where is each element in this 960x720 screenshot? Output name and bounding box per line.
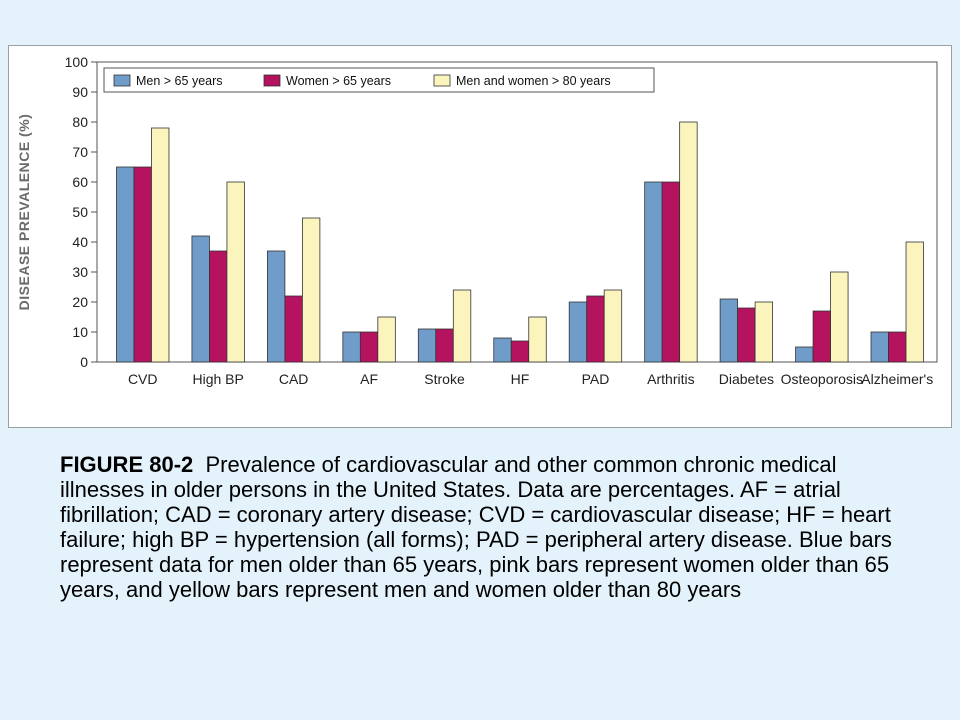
bar (359, 331, 379, 363)
bar (133, 166, 152, 363)
y-axis-label: DISEASE PREVALENCE (%) (16, 114, 32, 311)
legend-swatch (113, 74, 131, 87)
caption-text: Prevalence of cardiovascular and other c… (60, 452, 892, 602)
y-tick-label: 30 (72, 264, 88, 280)
figure-caption: FIGURE 80-2 Prevalence of cardiovascular… (60, 452, 920, 602)
bar (661, 181, 681, 363)
x-tick-label: AF (360, 371, 378, 387)
bar (737, 307, 756, 363)
bar (191, 235, 210, 363)
legend-label: Men and women > 80 years (456, 74, 611, 88)
x-tick-label: Osteoporosis (781, 371, 863, 387)
bar (209, 250, 228, 363)
y-tick-label: 0 (80, 354, 88, 370)
legend: Men > 65 years Women > 65 years Men and wo… (103, 67, 655, 93)
y-tick-label: 90 (72, 84, 88, 100)
bar (679, 121, 698, 363)
x-tick-label: HF (511, 371, 530, 387)
figure-label: FIGURE 80-2 (60, 452, 194, 477)
bar (905, 241, 924, 363)
legend-swatch (433, 74, 451, 87)
bar (870, 331, 889, 363)
y-tick-label: 20 (72, 294, 88, 310)
bar (266, 250, 286, 363)
bar (151, 127, 170, 363)
bar (719, 298, 739, 363)
bar (435, 328, 454, 363)
bar (586, 295, 605, 363)
x-tick-label: High BP (193, 371, 244, 387)
y-tick-label: 80 (72, 114, 88, 130)
y-tick-label: 40 (72, 234, 88, 250)
bar (417, 328, 437, 363)
bar (301, 217, 321, 363)
bar (568, 301, 588, 363)
bar (754, 301, 774, 363)
x-tick-label: Arthritis (647, 371, 694, 387)
bar (795, 346, 814, 363)
bar (603, 289, 623, 363)
x-tick-label: CVD (128, 371, 158, 387)
y-tick-label: 60 (72, 174, 88, 190)
legend-label: Women > 65 years (286, 74, 391, 88)
y-tick-label: 70 (72, 144, 88, 160)
legend-label: Men > 65 years (136, 74, 223, 88)
figure-panel: 0 10 20 30 40 50 60 70 80 90 100 DISEASE PREVALENCE… (8, 45, 952, 428)
y-tick-label: 10 (72, 324, 88, 340)
bar (830, 271, 849, 363)
bar-chart: 0 10 20 30 40 50 60 70 80 90 100 DISEASE PREVALENCE… (16, 54, 938, 387)
x-tick-label: Stroke (424, 371, 465, 387)
bar (284, 295, 303, 363)
y-tick-label: 50 (72, 204, 88, 220)
x-tick-label: Alzheimer's (861, 371, 933, 387)
bar (528, 316, 547, 363)
bar (812, 310, 831, 363)
bar (452, 289, 472, 363)
bar (510, 340, 530, 363)
bar (116, 166, 135, 363)
bar (888, 331, 907, 363)
legend-box (103, 67, 655, 93)
x-tick-label: CAD (279, 371, 309, 387)
legend-swatch (263, 74, 281, 87)
x-tick-label: Diabetes (719, 371, 774, 387)
bar (377, 316, 396, 363)
bar (493, 337, 512, 363)
bar (644, 181, 663, 363)
bar (342, 331, 361, 363)
y-tick-label: 100 (65, 54, 89, 70)
bar (226, 181, 245, 363)
x-tick-label: PAD (582, 371, 610, 387)
